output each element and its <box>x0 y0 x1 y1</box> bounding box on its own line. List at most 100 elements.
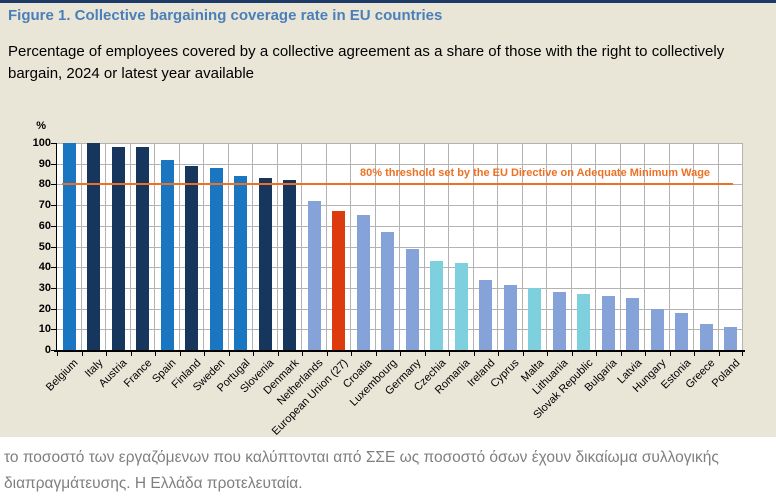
bar-belgium <box>63 143 76 350</box>
x-tick-16 <box>449 352 450 356</box>
gridline-x-13 <box>375 143 376 350</box>
y-tick-20 <box>51 309 56 310</box>
figure-subtitle-line-2: bargain, 2024 or latest year available <box>8 65 254 82</box>
gridline-y-50 <box>57 247 743 248</box>
gridline-x-23 <box>620 143 621 350</box>
bar-greece <box>700 324 713 350</box>
footnote-line-1: το ποσοστό των εργαζόμενων που καλύπτοντ… <box>4 449 719 466</box>
bar-slovak-republic <box>577 294 590 350</box>
bar-netherlands <box>308 201 321 350</box>
x-tick-23 <box>621 352 622 356</box>
bar-sweden <box>210 168 223 350</box>
gridline-x-6 <box>203 143 204 350</box>
gridline-x-1 <box>81 143 82 350</box>
gridline-y-70 <box>57 205 743 206</box>
bar-bulgaria <box>602 296 615 350</box>
gridline-x-10 <box>301 143 302 350</box>
gridline-x-25 <box>669 143 670 350</box>
bar-italy <box>87 143 100 350</box>
gridline-x-18 <box>497 143 498 350</box>
bar-portugal <box>234 176 247 350</box>
gridline-x-24 <box>644 143 645 350</box>
bar-lithuania <box>553 292 566 350</box>
gridline-x-3 <box>130 143 131 350</box>
x-tick-27 <box>719 352 720 356</box>
threshold-line <box>62 183 733 185</box>
x-tick-7 <box>229 352 230 356</box>
bar-austria <box>112 147 125 350</box>
gridline-y-60 <box>57 226 743 227</box>
gridline-x-15 <box>424 143 425 350</box>
gridline-x-4 <box>154 143 155 350</box>
x-tick-8 <box>253 352 254 356</box>
gridline-x-12 <box>350 143 351 350</box>
x-tick-11 <box>327 352 328 356</box>
gridline-x-5 <box>179 143 180 350</box>
y-tick-label-90: 90 <box>38 158 51 170</box>
gridline-x-17 <box>473 143 474 350</box>
y-axis-line <box>56 143 57 351</box>
y-tick-label-70: 70 <box>38 199 51 211</box>
x-tick-19 <box>523 352 524 356</box>
gridline-x-19 <box>522 143 523 350</box>
gridline-y-20 <box>57 309 743 310</box>
bar-european-union-27 <box>332 211 345 350</box>
x-tick-13 <box>376 352 377 356</box>
x-tick-22 <box>596 352 597 356</box>
x-tick-24 <box>645 352 646 356</box>
y-tick-label-60: 60 <box>38 220 51 232</box>
x-tick-5 <box>180 352 181 356</box>
bar-france <box>136 147 149 350</box>
y-tick-0 <box>51 350 56 351</box>
y-tick-label-80: 80 <box>38 178 51 190</box>
y-tick-40 <box>51 267 56 268</box>
x-tick-9 <box>278 352 279 356</box>
x-tick-2 <box>106 352 107 356</box>
y-tick-50 <box>51 247 56 248</box>
bar-cyprus <box>504 285 517 350</box>
gridline-x-2 <box>105 143 106 350</box>
bar-hungary <box>651 309 664 350</box>
bar-estonia <box>675 313 688 350</box>
y-tick-70 <box>51 205 56 206</box>
gridline-x-22 <box>595 143 596 350</box>
y-tick-90 <box>51 164 56 165</box>
y-tick-label-30: 30 <box>38 282 51 294</box>
bar-czechia <box>430 261 443 350</box>
gridline-y-30 <box>57 288 743 289</box>
x-tick-6 <box>204 352 205 356</box>
bar-croatia <box>357 215 370 350</box>
footnote-line-2: διαπραγμάτευσης. Η Ελλάδα προτελευταία. <box>4 475 303 492</box>
gridline-x-9 <box>277 143 278 350</box>
footnote-section: το ποσοστό των εργαζόμενων που καλύπτοντ… <box>0 437 776 501</box>
y-tick-60 <box>51 226 56 227</box>
x-tick-28 <box>742 352 743 356</box>
x-tick-25 <box>670 352 671 356</box>
bar-ireland <box>479 280 492 350</box>
x-tick-20 <box>547 352 548 356</box>
x-tick-1 <box>82 352 83 356</box>
y-tick-label-50: 50 <box>38 241 51 253</box>
gridline-x-28 <box>742 143 743 350</box>
gridline-x-21 <box>571 143 572 350</box>
bar-finland <box>185 166 198 350</box>
gridline-y-90 <box>57 164 743 165</box>
gridline-x-20 <box>546 143 547 350</box>
gridline-y-10 <box>57 329 743 330</box>
gridline-x-14 <box>399 143 400 350</box>
top-rule <box>0 0 776 3</box>
y-tick-label-40: 40 <box>38 261 51 273</box>
y-tick-80 <box>51 184 56 185</box>
x-tick-3 <box>131 352 132 356</box>
x-axis-line <box>54 350 745 352</box>
bar-latvia <box>626 298 639 350</box>
x-tick-26 <box>694 352 695 356</box>
y-tick-label-100: 100 <box>32 137 51 149</box>
gridline-x-26 <box>693 143 694 350</box>
gridline-x-11 <box>326 143 327 350</box>
bar-spain <box>161 160 174 350</box>
y-tick-label-10: 10 <box>38 323 51 335</box>
gridline-x-27 <box>718 143 719 350</box>
threshold-label: 80% threshold set by the EU Directive on… <box>360 167 711 179</box>
